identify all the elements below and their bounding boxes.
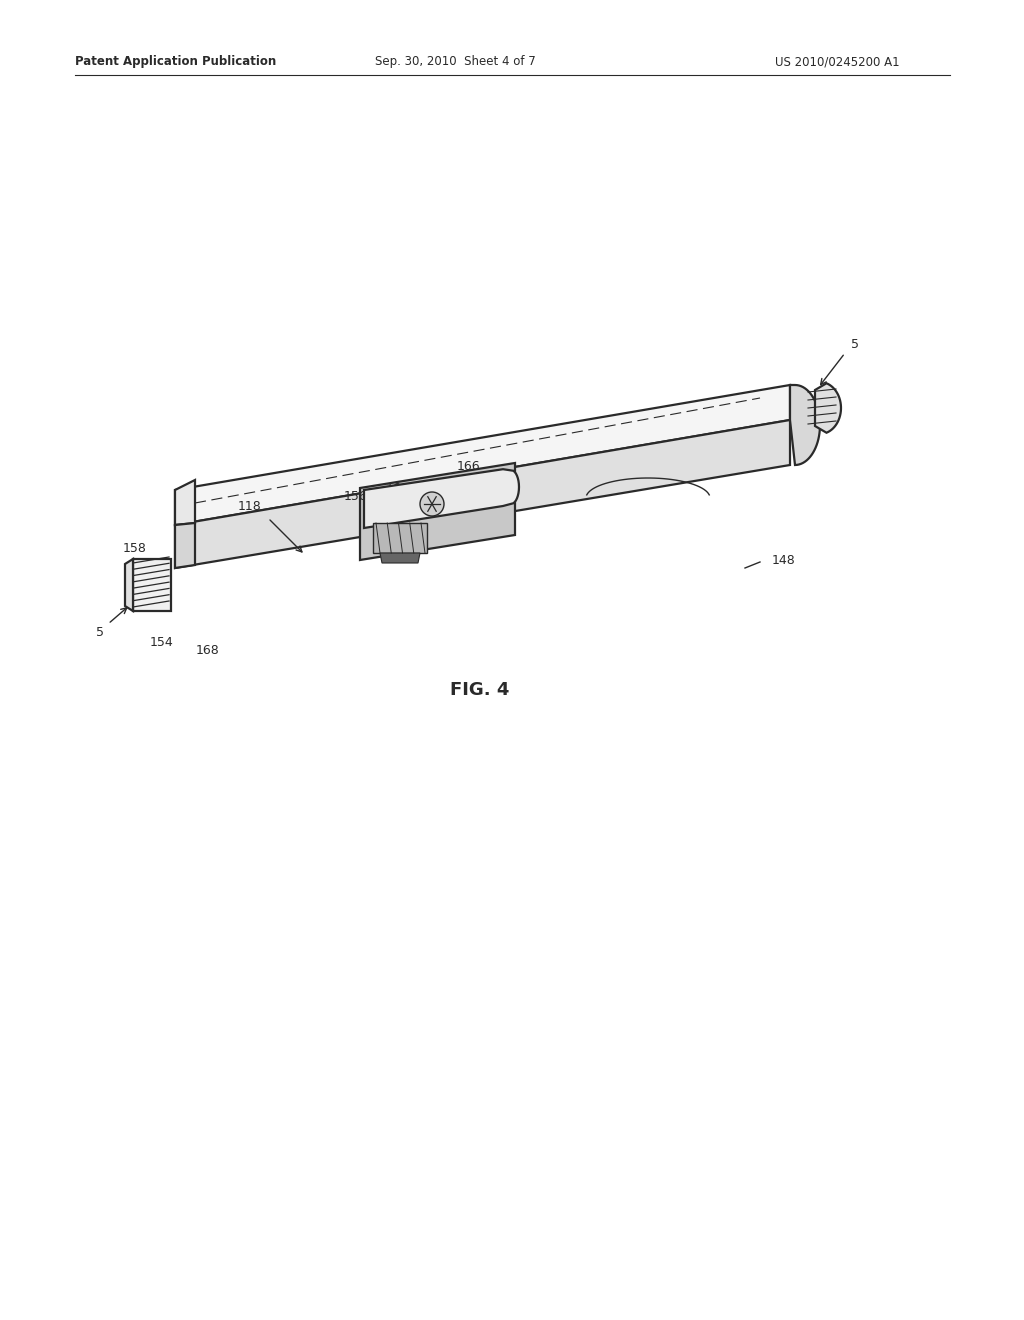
Text: 156: 156	[344, 491, 368, 503]
Text: 5: 5	[96, 626, 104, 639]
Text: 148: 148	[772, 553, 796, 566]
Polygon shape	[125, 558, 133, 611]
Text: 118: 118	[239, 500, 262, 513]
Text: 158: 158	[123, 541, 146, 554]
Polygon shape	[380, 553, 420, 564]
Text: Patent Application Publication: Patent Application Publication	[75, 55, 276, 69]
Polygon shape	[175, 420, 790, 568]
Polygon shape	[175, 523, 195, 568]
Polygon shape	[175, 480, 195, 525]
Text: 166: 166	[456, 461, 480, 474]
Polygon shape	[360, 463, 515, 560]
Polygon shape	[815, 383, 841, 433]
Text: 168: 168	[197, 644, 220, 656]
Text: Sep. 30, 2010  Sheet 4 of 7: Sep. 30, 2010 Sheet 4 of 7	[375, 55, 536, 69]
Polygon shape	[373, 523, 427, 553]
Text: 154: 154	[151, 635, 174, 648]
Text: US 2010/0245200 A1: US 2010/0245200 A1	[775, 55, 900, 69]
Polygon shape	[133, 558, 171, 611]
Polygon shape	[175, 385, 790, 525]
Text: 5: 5	[851, 338, 859, 351]
Text: 164: 164	[385, 482, 409, 495]
Text: FIG. 4: FIG. 4	[451, 681, 510, 700]
Circle shape	[420, 492, 444, 516]
Polygon shape	[790, 385, 820, 465]
Polygon shape	[364, 469, 519, 528]
